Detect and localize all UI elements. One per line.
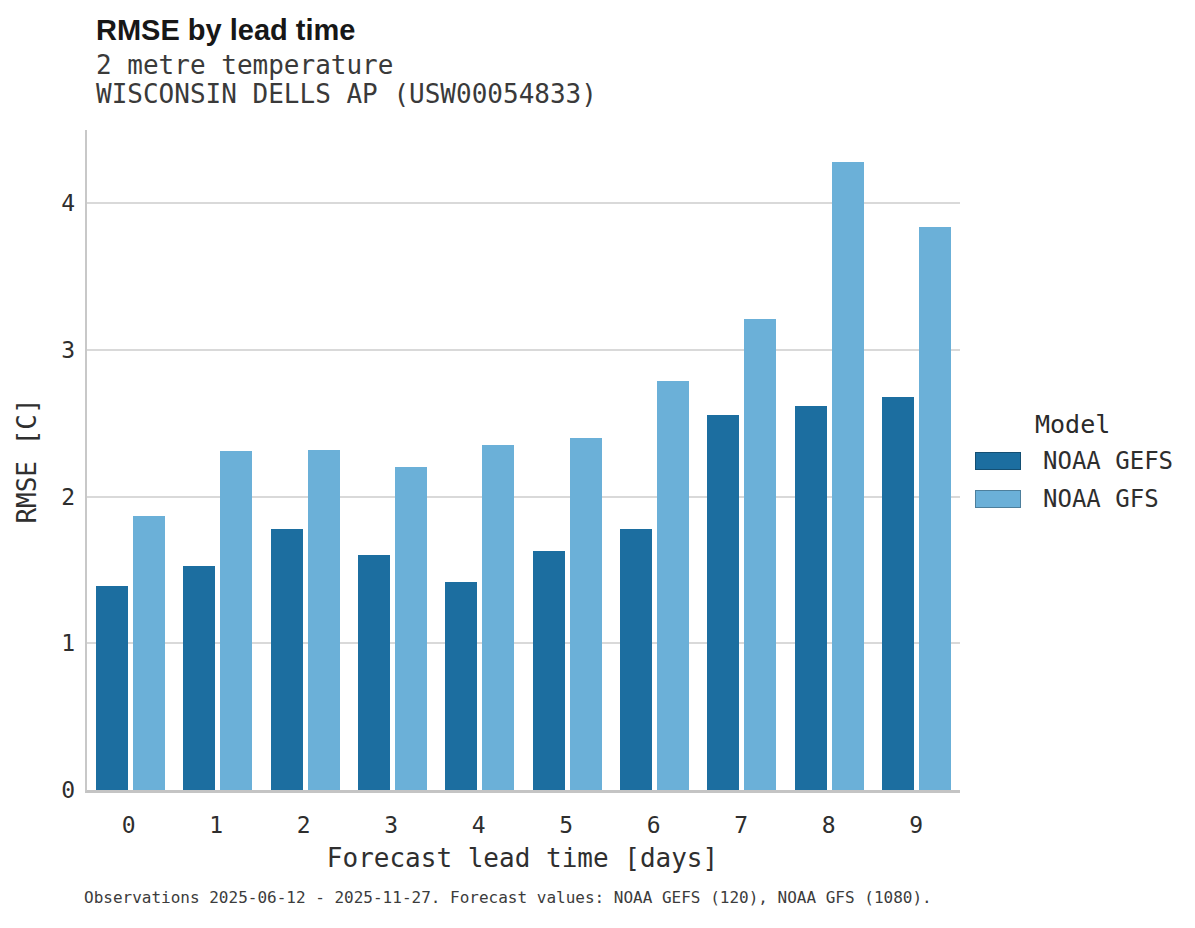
- x-tick-label-5: 5: [523, 812, 611, 838]
- bar-group-day-8: [785, 130, 872, 790]
- legend-label-noaa-gfs: NOAA GFS: [1043, 485, 1159, 513]
- x-tick-label-9: 9: [873, 812, 961, 838]
- y-tick-label-3: 3: [61, 339, 75, 362]
- chart-subtitle-station: WISCONSIN DELLS AP (USW00054833): [96, 79, 597, 109]
- bar-group-day-6: [611, 130, 698, 790]
- x-tick-label-7: 7: [698, 812, 786, 838]
- bar-noaa-gfs-day-6: [657, 381, 689, 790]
- bar-noaa-gefs-day-9: [882, 397, 914, 790]
- bar-group-day-7: [698, 130, 785, 790]
- bar-noaa-gefs-day-0: [96, 586, 128, 790]
- plot-area: [85, 130, 960, 793]
- x-tick-label-1: 1: [173, 812, 261, 838]
- bar-noaa-gfs-day-9: [919, 227, 951, 790]
- bar-noaa-gfs-day-1: [220, 451, 252, 790]
- bar-group-day-3: [349, 130, 436, 790]
- footer-caption: Observations 2025-06-12 - 2025-11-27. Fo…: [84, 888, 932, 907]
- chart-subtitle-variable: 2 metre temperature: [96, 50, 393, 80]
- bar-noaa-gefs-day-6: [620, 529, 652, 790]
- x-axis-label: Forecast lead time [days]: [85, 843, 960, 873]
- bar-group-day-9: [873, 130, 960, 790]
- bar-group-day-4: [436, 130, 523, 790]
- bar-group-day-0: [87, 130, 174, 790]
- x-tick-label-6: 6: [610, 812, 698, 838]
- bar-group-day-1: [174, 130, 261, 790]
- legend-item: NOAA GEFS: [975, 442, 1173, 479]
- chart-figure: RMSE by lead time 2 metre temperature WI…: [0, 0, 1195, 928]
- legend-label-noaa-gefs: NOAA GEFS: [1043, 447, 1173, 475]
- y-tick-label-0: 0: [61, 779, 75, 802]
- bar-noaa-gefs-day-5: [533, 551, 565, 790]
- bar-noaa-gfs-day-5: [570, 438, 602, 790]
- x-tick-label-2: 2: [260, 812, 348, 838]
- legend-item: NOAA GFS: [975, 480, 1173, 517]
- x-tick-label-3: 3: [348, 812, 436, 838]
- x-tick-label-8: 8: [785, 812, 873, 838]
- legend-swatch-noaa-gfs: [975, 490, 1021, 508]
- bar-noaa-gefs-day-4: [445, 582, 477, 790]
- bar-group-day-5: [523, 130, 610, 790]
- bar-noaa-gfs-day-4: [482, 445, 514, 790]
- chart-title: RMSE by lead time: [96, 14, 355, 47]
- y-tick-label-4: 4: [61, 192, 75, 215]
- bar-group-day-2: [262, 130, 349, 790]
- bar-noaa-gefs-day-7: [707, 415, 739, 790]
- bar-noaa-gfs-day-2: [308, 450, 340, 790]
- legend-swatch-noaa-gefs: [975, 452, 1021, 470]
- y-tick-label-1: 1: [61, 632, 75, 655]
- bar-noaa-gfs-day-8: [832, 162, 864, 790]
- x-tick-label-4: 4: [435, 812, 523, 838]
- legend-title: Model: [1035, 409, 1173, 441]
- x-axis-ticks: 0123456789: [85, 812, 960, 838]
- y-tick-label-2: 2: [61, 485, 75, 508]
- bar-noaa-gefs-day-2: [271, 529, 303, 790]
- bar-noaa-gfs-day-0: [133, 516, 165, 790]
- bar-noaa-gfs-day-7: [744, 319, 776, 790]
- y-axis-ticks: 01234: [0, 130, 75, 790]
- legend: Model NOAA GEFS NOAA GFS: [975, 409, 1173, 517]
- x-tick-label-0: 0: [85, 812, 173, 838]
- bar-noaa-gefs-day-8: [795, 406, 827, 790]
- bar-groups: [87, 130, 960, 790]
- bar-noaa-gfs-day-3: [395, 467, 427, 790]
- bar-noaa-gefs-day-1: [183, 566, 215, 790]
- bar-noaa-gefs-day-3: [358, 555, 390, 790]
